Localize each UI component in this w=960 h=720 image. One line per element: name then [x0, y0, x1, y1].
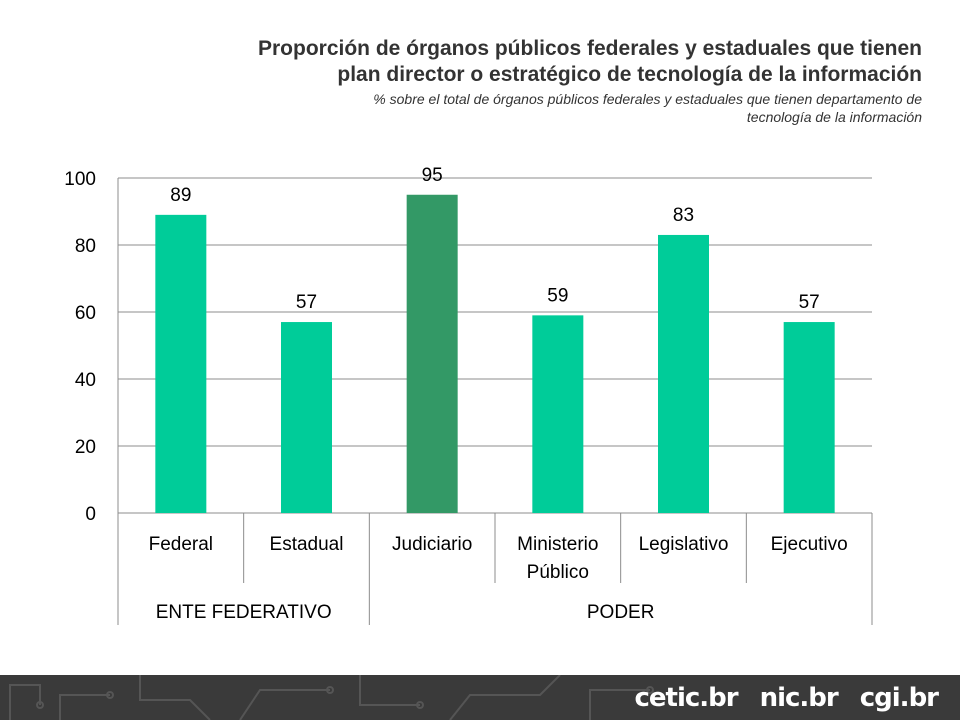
data-label: 59 [547, 285, 568, 306]
y-tick-label: 60 [75, 303, 96, 324]
group-label: PODER [587, 602, 655, 623]
cgi-logo: cgi.br [859, 683, 939, 713]
data-label: 89 [170, 185, 191, 206]
category-label: Judiciario [392, 534, 472, 555]
y-tick-label: 100 [64, 169, 96, 190]
y-tick-label: 0 [85, 504, 96, 525]
y-tick-label: 40 [75, 370, 96, 391]
chart-subtitle-line-1: % sobre el total de órganos públicos fed… [373, 91, 922, 107]
category-label: Legislativo [639, 534, 729, 555]
nic-logo: nic.br [759, 683, 839, 713]
circuit-pattern [9, 675, 654, 720]
data-label: 57 [296, 292, 317, 313]
cetic-logo: cetic.br [634, 683, 738, 713]
category-label: Federal [149, 534, 213, 555]
group-label: ENTE FEDERATIVO [156, 602, 332, 623]
data-label: 57 [799, 292, 820, 313]
chart-subtitle-line-2: tecnología de la información [746, 109, 922, 125]
data-label: 83 [673, 205, 694, 226]
category-label: Ejecutivo [771, 534, 848, 555]
category-label: Estadual [270, 534, 344, 555]
footer-bar: cetic.br nic.br cgi.br [0, 675, 960, 720]
data-label: 95 [422, 165, 443, 186]
chart-title: Proporción de órganos públicos federales… [122, 36, 922, 88]
category-label: Ministerio [517, 534, 598, 555]
bar [281, 322, 332, 513]
chart-title-line-1: Proporción de órganos públicos federales… [257, 37, 922, 60]
footer-logos: cetic.br nic.br cgi.br [634, 681, 939, 715]
chart-header: Proporción de órganos públicos federales… [122, 36, 922, 126]
bar [658, 234, 709, 513]
chart-subtitle: % sobre el total de órganos públicos fed… [122, 90, 922, 126]
chart-title-line-2: plan director o estratégico de tecnologí… [337, 63, 922, 86]
category-label: Público [527, 562, 589, 583]
bar [406, 194, 458, 513]
bar [532, 315, 584, 513]
y-tick-label: 20 [75, 437, 96, 458]
bar [155, 214, 207, 513]
bar [783, 322, 835, 513]
y-tick-label: 80 [75, 236, 96, 257]
bar-chart: 0 20 40 60 80 100 89 Federal 57 Estadual 95 Judicia… [64, 165, 873, 625]
